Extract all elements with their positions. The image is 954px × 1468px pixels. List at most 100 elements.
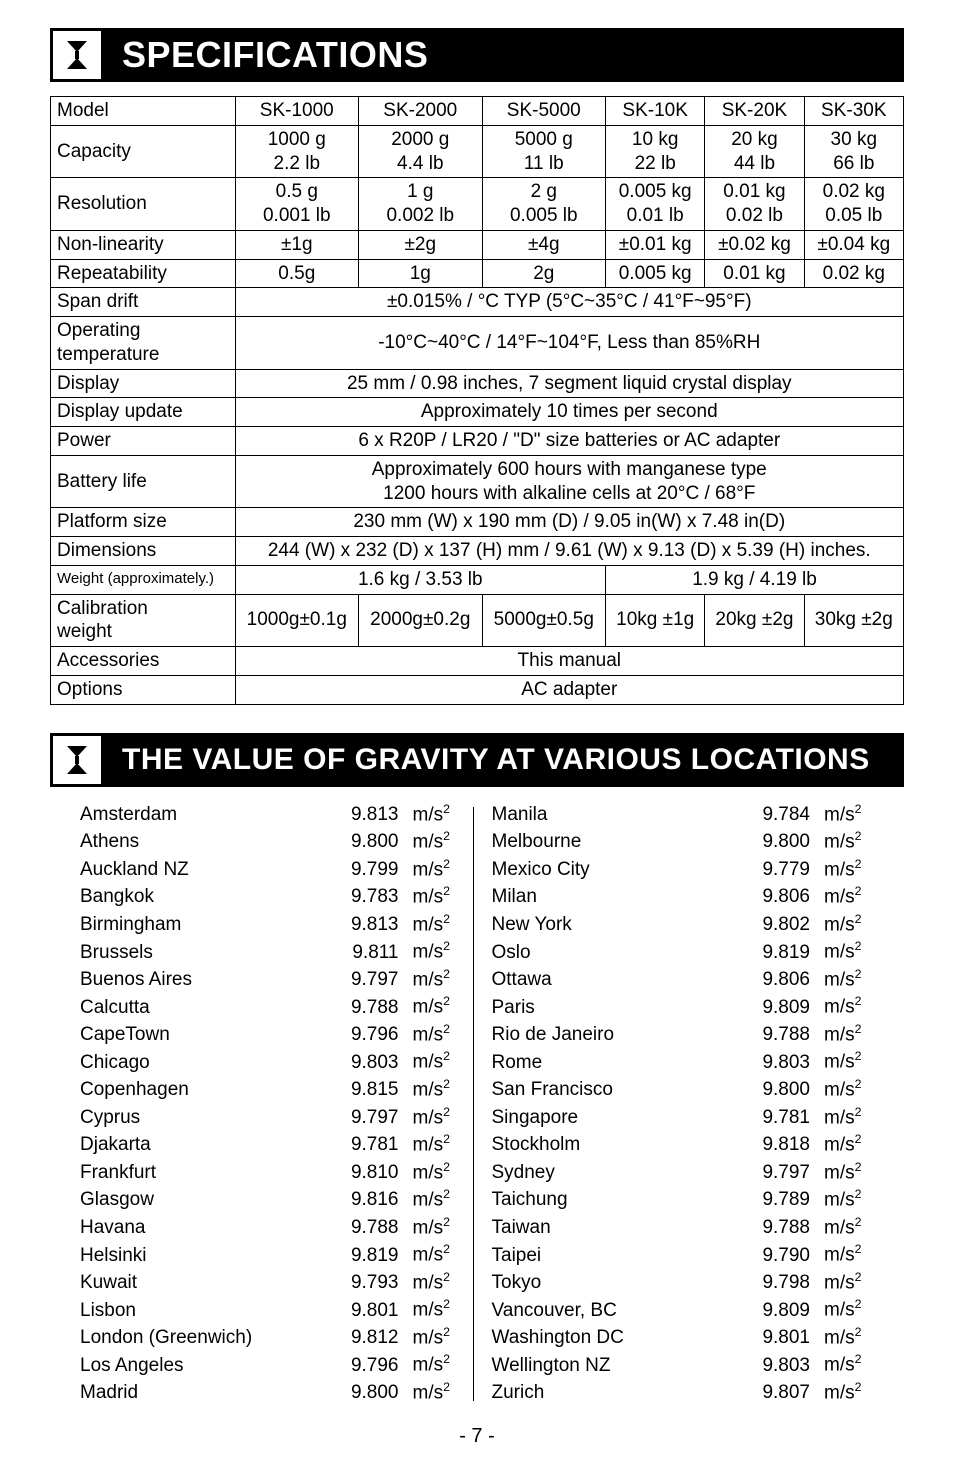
cell: 2g <box>482 259 606 288</box>
gravity-value: 9.807 <box>738 1380 824 1406</box>
row-resolution: Resolution 0.5 g0.001 lb 1 g0.002 lb 2 g… <box>51 178 904 231</box>
gravity-city: Helsinki <box>80 1243 327 1269</box>
gravity-row: Singapore9.781m/s2 <box>492 1104 875 1132</box>
label-display-update: Display update <box>51 398 236 427</box>
spec-table: Model SK-1000 SK-2000 SK-5000 SK-10K SK-… <box>50 96 904 705</box>
gravity-value: 9.803 <box>327 1050 413 1076</box>
cell: ±0.01 kg <box>606 230 705 259</box>
gravity-city: Ottawa <box>492 967 739 993</box>
gravity-row: Auckland NZ9.799m/s2 <box>80 856 463 884</box>
cell: 0.005 kg0.01 lb <box>606 178 705 231</box>
gravity-row: Milan9.806m/s2 <box>492 883 875 911</box>
gravity-left-col: Amsterdam9.813m/s2Athens9.800m/s2Aucklan… <box>80 801 463 1407</box>
gravity-row: Chicago9.803m/s2 <box>80 1048 463 1076</box>
gravity-city: Oslo <box>492 940 739 966</box>
gravity-unit: m/s2 <box>824 911 874 939</box>
label-span-drift: Span drift <box>51 288 236 317</box>
cell: 1 g0.002 lb <box>359 178 483 231</box>
gravity-value: 9.797 <box>738 1160 824 1186</box>
specs-header: SPECIFICATIONS <box>50 28 904 82</box>
cell: ±0.02 kg <box>705 230 804 259</box>
gravity-city: Kuwait <box>80 1270 327 1296</box>
cell: SK-20K <box>705 97 804 126</box>
gravity-value: 9.818 <box>738 1132 824 1158</box>
gravity-unit: m/s2 <box>413 856 463 884</box>
gravity-city: Zurich <box>492 1380 739 1406</box>
gravity-city: Djakarta <box>80 1132 327 1158</box>
cell: ±4g <box>482 230 606 259</box>
gravity-unit: m/s2 <box>824 1048 874 1076</box>
cell: 0.01 kg <box>705 259 804 288</box>
gravity-city: Sydney <box>492 1160 739 1186</box>
gravity-city: Chicago <box>80 1050 327 1076</box>
cell: 10kg ±1g <box>606 594 705 647</box>
gravity-unit: m/s2 <box>824 1296 874 1324</box>
cell: 2000g±0.2g <box>359 594 483 647</box>
row-span-drift: Span drift ±0.015% / °C TYP (5°C~35°C / … <box>51 288 904 317</box>
gravity-unit: m/s2 <box>824 1076 874 1104</box>
gravity-value: 9.788 <box>327 1215 413 1241</box>
gravity-city: Havana <box>80 1215 327 1241</box>
gravity-city: Brussels <box>80 940 327 966</box>
row-operating-temp: Operatingtemperature -10°C~40°C / 14°F~1… <box>51 317 904 370</box>
cell: 2 g0.005 lb <box>482 178 606 231</box>
gravity-value: 9.790 <box>738 1243 824 1269</box>
gravity-value: 9.781 <box>738 1105 824 1131</box>
gravity-row: Los Angeles9.796m/s2 <box>80 1351 463 1379</box>
cell: This manual <box>235 647 903 676</box>
gravity-unit: m/s2 <box>413 1131 463 1159</box>
cell: 230 mm (W) x 190 mm (D) / 9.05 in(W) x 7… <box>235 508 903 537</box>
gravity-row: Amsterdam9.813m/s2 <box>80 801 463 829</box>
cell: 20 kg44 lb <box>705 125 804 178</box>
gravity-unit: m/s2 <box>824 1131 874 1159</box>
row-model: Model SK-1000 SK-2000 SK-5000 SK-10K SK-… <box>51 97 904 126</box>
row-display-update: Display update Approximately 10 times pe… <box>51 398 904 427</box>
page: SPECIFICATIONS Model SK-1000 SK-2000 SK-… <box>0 0 954 1468</box>
gravity-value: 9.789 <box>738 1187 824 1213</box>
cell: SK-10K <box>606 97 705 126</box>
gravity-row: Havana9.788m/s2 <box>80 1214 463 1242</box>
gravity-unit: m/s2 <box>413 966 463 994</box>
gravity-row: London (Greenwich)9.812m/s2 <box>80 1324 463 1352</box>
gravity-city: Vancouver, BC <box>492 1298 739 1324</box>
gravity-city: Wellington NZ <box>492 1353 739 1379</box>
gravity-unit: m/s2 <box>413 1379 463 1407</box>
gravity-unit: m/s2 <box>824 1021 874 1049</box>
row-dimensions: Dimensions 244 (W) x 232 (D) x 137 (H) m… <box>51 537 904 566</box>
cell: AC adapter <box>235 675 903 704</box>
gravity-unit: m/s2 <box>824 966 874 994</box>
gravity-unit: m/s2 <box>413 1076 463 1104</box>
gravity-unit: m/s2 <box>824 801 874 829</box>
cell: 25 mm / 0.98 inches, 7 segment liquid cr… <box>235 369 903 398</box>
gravity-row: Djakarta9.781m/s2 <box>80 1131 463 1159</box>
gravity-unit: m/s2 <box>824 1214 874 1242</box>
gravity-city: Washington DC <box>492 1325 739 1351</box>
gravity-city: Taiwan <box>492 1215 739 1241</box>
row-power: Power 6 x R20P / LR20 / "D" size batteri… <box>51 427 904 456</box>
gravity-value: 9.801 <box>738 1325 824 1351</box>
gravity-row: Stockholm9.818m/s2 <box>492 1131 875 1159</box>
gravity-row: Washington DC9.801m/s2 <box>492 1324 875 1352</box>
label-weight-approx: Weight (approximately.) <box>51 565 236 594</box>
row-cal-weight: Calibrationweight 1000g±0.1g 2000g±0.2g … <box>51 594 904 647</box>
gravity-value: 9.803 <box>738 1050 824 1076</box>
gravity-row: Lisbon9.801m/s2 <box>80 1296 463 1324</box>
gravity-value: 9.788 <box>738 1215 824 1241</box>
cell: 0.5 g0.001 lb <box>235 178 359 231</box>
gravity-value: 9.798 <box>738 1270 824 1296</box>
gravity-unit: m/s2 <box>413 1296 463 1324</box>
label-battery-life: Battery life <box>51 455 236 508</box>
gravity-city: Mexico City <box>492 857 739 883</box>
gravity-city: Glasgow <box>80 1187 327 1213</box>
label-capacity: Capacity <box>51 125 236 178</box>
gravity-value: 9.806 <box>738 884 824 910</box>
label-dimensions: Dimensions <box>51 537 236 566</box>
gravity-row: Oslo9.819m/s2 <box>492 938 875 966</box>
gravity-value: 9.816 <box>327 1187 413 1213</box>
cell: 0.02 kg0.05 lb <box>804 178 903 231</box>
gravity-unit: m/s2 <box>824 828 874 856</box>
gravity-city: CapeTown <box>80 1022 327 1048</box>
gravity-value: 9.797 <box>327 967 413 993</box>
gravity-row: Wellington NZ9.803m/s2 <box>492 1351 875 1379</box>
gravity-city: Copenhagen <box>80 1077 327 1103</box>
